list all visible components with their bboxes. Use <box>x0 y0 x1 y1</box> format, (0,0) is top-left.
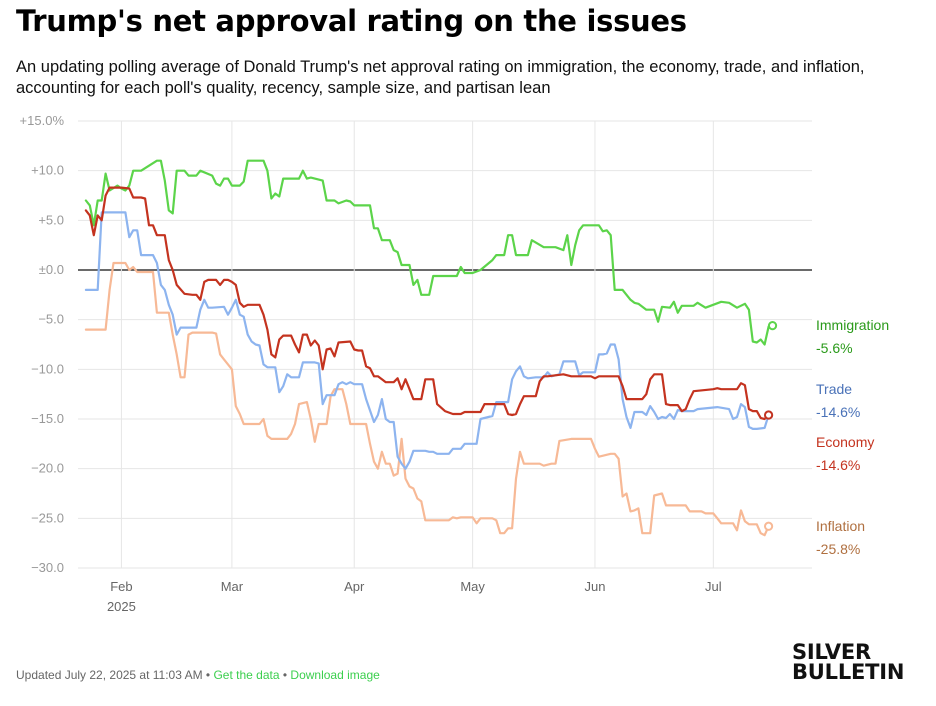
y-tick-label: +10.0 <box>31 163 64 178</box>
trade-value: -14.6% <box>816 404 860 420</box>
x-tick-label: Mar <box>221 579 244 594</box>
chart-subtitle: An updating polling average of Donald Tr… <box>16 58 865 97</box>
y-tick-label: −20.0 <box>31 461 64 476</box>
x-tick-label: Jun <box>584 579 605 594</box>
footer: Updated July 22, 2025 at 11:03 AM • Get … <box>16 668 380 682</box>
immigration-label: Immigration <box>816 317 889 333</box>
x-tick-label: Feb <box>110 579 132 594</box>
economy-line <box>84 186 770 421</box>
economy-end-marker <box>763 410 774 420</box>
net-approval-chart: +15.0% +10.0 +5.0 ±0.0 −5.0 −10.0 −15.0 −20.0 −2… <box>20 113 890 614</box>
y-tick-label: −5.0 <box>38 312 64 327</box>
inflation-label: Inflation <box>816 518 865 534</box>
immigration-end-marker <box>767 321 778 331</box>
footer-separator: • <box>205 668 211 682</box>
immigration-line <box>84 159 774 346</box>
economy-value: -14.6% <box>816 457 860 473</box>
trade-label: Trade <box>816 381 852 397</box>
inflation-line <box>84 261 770 537</box>
updated-timestamp: Updated July 22, 2025 at 11:03 AM <box>16 668 203 682</box>
x-tick-label: May <box>460 579 485 594</box>
y-tick-label: −25.0 <box>31 510 64 525</box>
inflation-value: -25.8% <box>816 541 860 557</box>
x-tick-label: Jul <box>705 579 722 594</box>
y-tick-label: +5.0 <box>38 212 64 227</box>
trade-line <box>84 211 770 470</box>
download-image-link[interactable]: Download image <box>290 668 380 682</box>
silver-bulletin-logo: SILVER BULLETIN <box>792 640 905 684</box>
immigration-value: -5.6% <box>816 340 853 356</box>
y-tick-label: +15.0% <box>20 113 65 128</box>
economy-label: Economy <box>816 434 874 450</box>
get-data-link[interactable]: Get the data <box>213 668 280 682</box>
logo-line-2: BULLETIN <box>792 660 905 684</box>
chart-title: Trump's net approval rating on the issue… <box>16 4 687 38</box>
inflation-end-marker <box>763 521 774 531</box>
y-tick-label: −15.0 <box>31 411 64 426</box>
y-tick-label: −30.0 <box>31 560 64 575</box>
footer-separator: • <box>282 668 288 682</box>
y-tick-label: −10.0 <box>31 361 64 376</box>
x-tick-label: Apr <box>344 579 365 594</box>
y-tick-label: ±0.0 <box>39 262 64 277</box>
x-tick-sublabel: 2025 <box>107 599 136 614</box>
logo-line-1: SILVER <box>792 640 871 664</box>
